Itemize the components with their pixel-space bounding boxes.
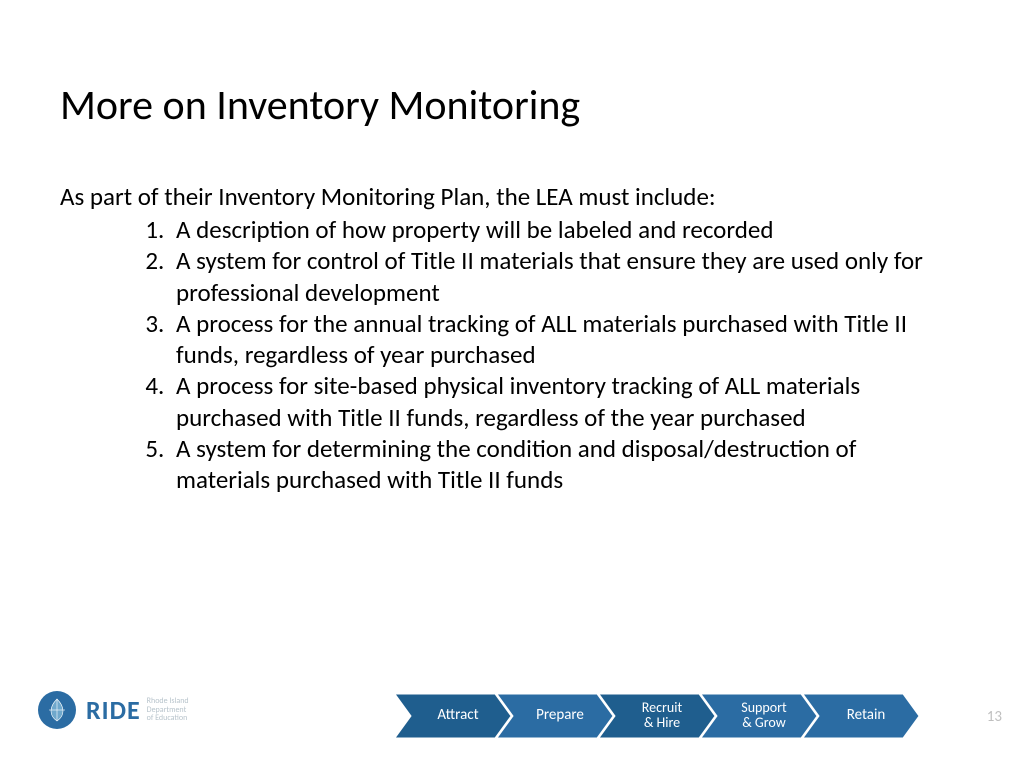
chevron-label: Attract xyxy=(395,694,511,738)
list-item: A system for control of Title II materia… xyxy=(170,245,934,308)
ride-sub-line: of Education xyxy=(147,714,189,723)
footer: RIDE Rhode Island Department of Educatio… xyxy=(0,682,1024,738)
chevron-label: Recruit& Hire xyxy=(599,694,715,738)
ride-subtext: Rhode Island Department of Education xyxy=(147,697,189,723)
intro-text: As part of their Inventory Monitoring Pl… xyxy=(60,181,964,212)
list-item: A description of how property will be la… xyxy=(170,214,934,245)
process-chevrons: Attract Prepare Recruit& Hire Support& G… xyxy=(395,694,919,738)
slide-body: More on Inventory Monitoring As part of … xyxy=(0,0,1024,495)
list-item: A process for the annual tracking of ALL… xyxy=(170,308,934,371)
chevron-label: Retain xyxy=(803,694,919,738)
chevron-support-grow: Support& Grow xyxy=(701,694,817,738)
slide-title: More on Inventory Monitoring xyxy=(60,80,964,131)
chevron-prepare: Prepare xyxy=(497,694,613,738)
chevron-retain: Retain xyxy=(803,694,919,738)
chevron-recruit-hire: Recruit& Hire xyxy=(599,694,715,738)
chevron-label: Prepare xyxy=(497,694,613,738)
chevron-attract: Attract xyxy=(395,694,511,738)
ride-wordmark: RIDE xyxy=(86,697,141,723)
ride-text-block: RIDE Rhode Island Department of Educatio… xyxy=(86,697,189,723)
list-item: A process for site-based physical invent… xyxy=(170,370,934,433)
ride-seal-icon xyxy=(38,691,76,729)
numbered-list: A description of how property will be la… xyxy=(60,214,964,495)
ride-logo: RIDE Rhode Island Department of Educatio… xyxy=(38,691,189,729)
page-number: 13 xyxy=(987,708,1002,726)
list-item: A system for determining the condition a… xyxy=(170,433,934,496)
chevron-label: Support& Grow xyxy=(701,694,817,738)
